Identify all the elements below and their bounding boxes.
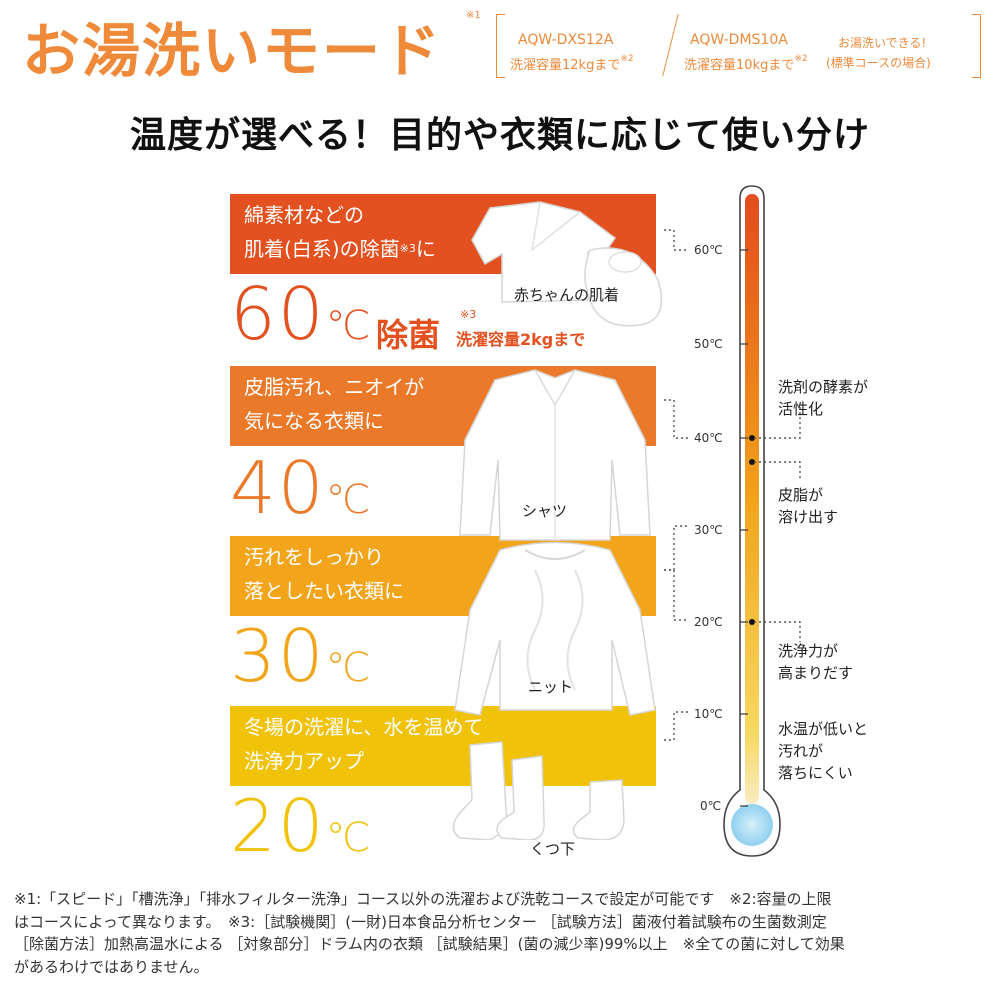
temp-20-unit: ℃ bbox=[325, 815, 373, 861]
spec-bracket-right bbox=[972, 14, 981, 78]
capacity-note-line1: お湯洗いできる! bbox=[838, 36, 927, 50]
thermometer-bulb bbox=[731, 804, 773, 846]
socks-label: くつ下 bbox=[530, 840, 576, 858]
temp-60-unit: ℃ bbox=[325, 303, 373, 349]
temp-30: 30℃ bbox=[230, 614, 373, 698]
temp-20: 20℃ bbox=[230, 784, 373, 868]
socks-image bbox=[452, 741, 625, 840]
effect-sebum-line1: 皮脂が bbox=[778, 486, 824, 504]
footnote-line2: はコースによって異なります。 ※3:［試験機関］(一財)日本食品分析センター ［… bbox=[14, 912, 827, 931]
band-30-line1: 汚れをしっかり bbox=[244, 545, 384, 569]
effect-sebum: 皮脂が 溶け出す bbox=[778, 484, 838, 528]
footnote-line4: があるわけではありません。 bbox=[14, 957, 209, 976]
sterilize-label: 除菌 bbox=[376, 316, 441, 354]
shirt-image bbox=[459, 369, 651, 541]
knit-label: ニット bbox=[528, 678, 574, 696]
model-a-name: AQW-DXS12A bbox=[518, 32, 614, 48]
band-20 bbox=[230, 706, 656, 786]
band-60-line2-text: 肌着(白系)の除菌 bbox=[244, 237, 400, 261]
band-60-line2: 肌着(白系)の除菌※3に bbox=[244, 232, 436, 266]
effect-connectors bbox=[754, 404, 801, 642]
effect-low-temp-line2: 汚れが bbox=[778, 742, 824, 760]
effect-low-temp: 水温が低いと 汚れが 落ちにくい bbox=[778, 718, 868, 784]
model-a-capacity-text: 洗濯容量12kgまで bbox=[510, 58, 621, 73]
spec-divider bbox=[662, 14, 679, 76]
thermometer-tube bbox=[745, 194, 759, 804]
footnote: ※1:「スピード」「槽洗浄」「排水フィルター洗浄」コース以外の洗濯および洗乾コー… bbox=[14, 888, 990, 978]
effect-low-temp-line3: 落ちにくい bbox=[778, 764, 853, 782]
temp-60-value: 60 bbox=[230, 272, 326, 356]
mode-title-footnote-mark: ※1 bbox=[466, 10, 481, 21]
band-60-line2-tail: に bbox=[415, 237, 436, 261]
clothing-illustrations bbox=[452, 201, 663, 840]
temp-30-value: 30 bbox=[230, 614, 326, 698]
band-20-line1: 冬場の洗濯に、水を温めて bbox=[244, 715, 484, 739]
tick-40: 40℃ bbox=[694, 431, 723, 445]
thermometer bbox=[723, 185, 781, 857]
effect-marker-40 bbox=[749, 435, 755, 441]
model-b-name: AQW-DMS10A bbox=[690, 32, 788, 48]
band-30-line2: 落としたい衣類に bbox=[244, 579, 404, 603]
footnote-line3: ［除菌方法］加熱高温水による ［対象部分］ドラム内の衣類 ［試験結果］(菌の減少… bbox=[14, 935, 845, 953]
band-20-line2: 洗浄力アップ bbox=[244, 749, 364, 773]
tick-30: 30℃ bbox=[694, 523, 723, 537]
band-60-line1: 綿素材などの bbox=[244, 203, 364, 227]
sterilize-sup: ※3 bbox=[460, 308, 477, 321]
effect-cleaning-power-line2: 高まりだす bbox=[778, 664, 854, 682]
effect-marker-20 bbox=[749, 619, 755, 625]
model-b-capacity-text: 洗濯容量10kgまで bbox=[684, 58, 795, 73]
tick-10: 10℃ bbox=[694, 707, 723, 721]
tick-0: 0℃ bbox=[700, 799, 722, 813]
tick-50: 50℃ bbox=[694, 337, 723, 351]
tick-60: 60℃ bbox=[694, 243, 723, 257]
band-60-line2-sup: ※3 bbox=[399, 242, 416, 255]
effect-enzyme: 洗剤の酵素が 活性化 bbox=[778, 376, 868, 420]
effect-marker-37 bbox=[749, 459, 755, 465]
footnote-line1: ※1:「スピード」「槽洗浄」「排水フィルター洗浄」コース以外の洗濯および洗乾コー… bbox=[14, 890, 832, 908]
band-connectors bbox=[664, 229, 688, 741]
spec-bracket-left bbox=[496, 14, 505, 78]
shirt-label: シャツ bbox=[522, 502, 568, 520]
effect-cleaning-power-line1: 洗浄力が bbox=[778, 642, 839, 660]
temp-60: 60℃ bbox=[230, 272, 373, 356]
effect-enzyme-line2: 活性化 bbox=[778, 400, 824, 418]
temp-40: 40℃ bbox=[230, 446, 373, 530]
effect-low-temp-line1: 水温が低いと bbox=[778, 720, 869, 738]
effect-enzyme-line1: 洗剤の酵素が bbox=[778, 378, 869, 396]
baby-bib-image bbox=[584, 247, 663, 327]
effect-cleaning-power: 洗浄力が 高まりだす bbox=[778, 640, 853, 684]
model-b-capacity-sup: ※2 bbox=[794, 54, 808, 64]
sterilize-capacity: 洗濯容量2kgまで bbox=[456, 330, 586, 349]
effect-sebum-line2: 溶け出す bbox=[778, 508, 839, 526]
band-40-line2: 気になる衣類に bbox=[244, 409, 384, 433]
knit-sweater-image bbox=[454, 541, 656, 716]
temp-20-value: 20 bbox=[230, 784, 326, 868]
subtitle: 温度が選べる！目的や衣類に応じて使い分け bbox=[129, 115, 870, 156]
model-a-capacity: 洗濯容量12kgまで※2 bbox=[510, 54, 634, 73]
mode-title: お湯洗いモード bbox=[22, 17, 443, 85]
tick-20: 20℃ bbox=[694, 615, 723, 629]
temp-40-unit: ℃ bbox=[325, 477, 373, 523]
capacity-note-line2: (標準コースの場合) bbox=[826, 56, 931, 70]
band-40-line1: 皮脂汚れ、ニオイが bbox=[244, 375, 425, 399]
temp-40-value: 40 bbox=[230, 446, 326, 530]
model-a-capacity-sup: ※2 bbox=[620, 54, 634, 64]
model-b-capacity: 洗濯容量10kgまで※2 bbox=[684, 54, 808, 73]
temp-30-unit: ℃ bbox=[325, 645, 373, 691]
baby-undershirt-label: 赤ちゃんの肌着 bbox=[514, 286, 620, 304]
